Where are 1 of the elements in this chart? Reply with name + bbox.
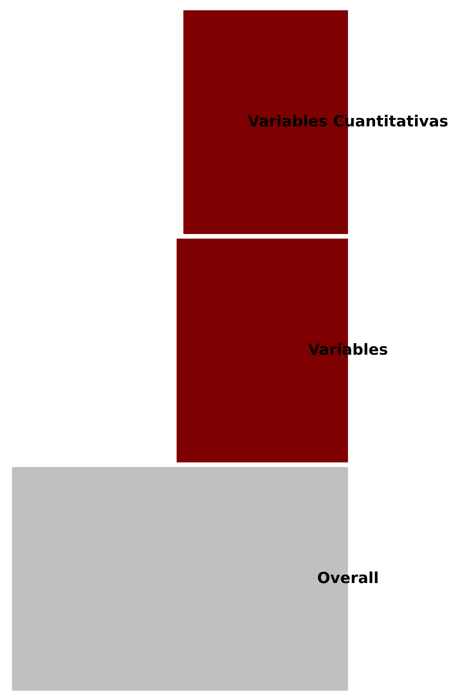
y-tick-label: Overall [318,571,378,584]
